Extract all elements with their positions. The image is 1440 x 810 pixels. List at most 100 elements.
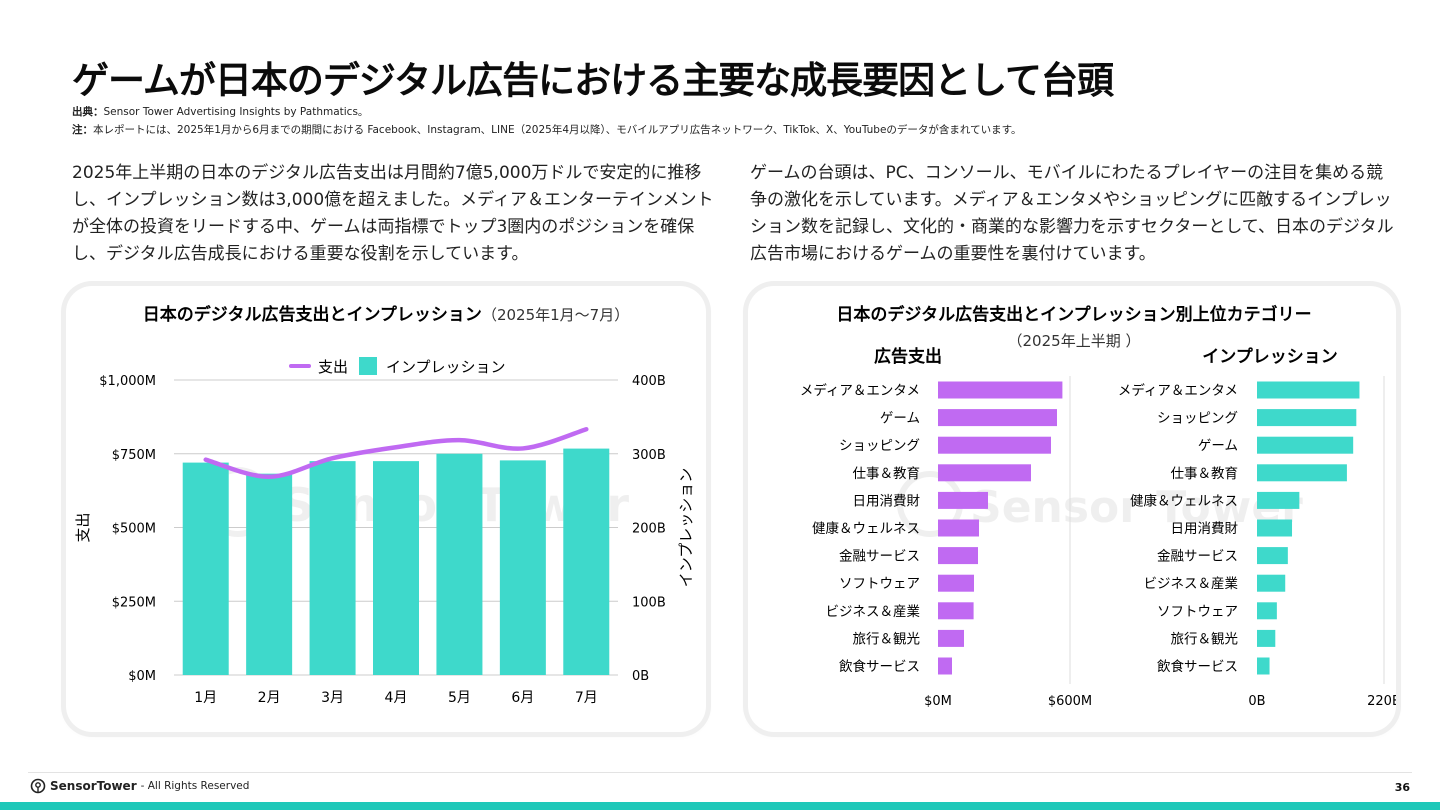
spend-category-label: 日用消費財 xyxy=(853,493,921,509)
y-tick-left: $1,000M xyxy=(99,374,156,389)
spend-bar xyxy=(938,602,974,620)
spend-category-label: 旅行＆観光 xyxy=(853,630,921,647)
note-label: 注： xyxy=(72,124,93,136)
impressions-category-label: 飲食サービス xyxy=(1157,658,1238,675)
spend-bar xyxy=(938,574,974,592)
impressions-bar xyxy=(182,462,229,675)
impressions-bar xyxy=(1257,409,1357,427)
x-tick-label: 1月 xyxy=(194,690,217,706)
watermark-text: Sensor Tower xyxy=(970,482,1303,533)
impressions-category-label: 日用消費財 xyxy=(1171,521,1239,537)
spend-bar xyxy=(938,519,979,537)
x-tick-label: 3月 xyxy=(321,690,344,706)
note-line: 注：本レポートには、2025年1月から6月までの期間における Facebook、… xyxy=(72,122,1022,137)
spend-category-label: ビジネス＆産業 xyxy=(826,604,921,620)
impressions-bar xyxy=(1257,547,1288,565)
x-tick-label: 7月 xyxy=(575,690,598,706)
chart-title: 日本のデジタル広告支出とインプレッション（2025年1月〜7月） xyxy=(143,304,629,325)
y-tick-right: 0B xyxy=(632,669,649,684)
y-axis-title-left: 支出 xyxy=(74,512,92,542)
impressions-bar xyxy=(1257,602,1277,620)
spend-bar xyxy=(938,436,1051,454)
impressions-bar xyxy=(1257,657,1270,675)
summary-paragraph-right: ゲームの台頭は、PC、コンソール、モバイルにわたるプレイヤーの注目を集める競争の… xyxy=(750,163,1394,264)
impressions-category-label: 健康＆ウェルネス xyxy=(1130,492,1238,509)
top-categories-chart: Sensor Tower 日本のデジタル広告支出とインプレッション別上位カテゴリー… xyxy=(800,304,1401,709)
legend-impressions-swatch xyxy=(359,357,377,375)
impressions-bar xyxy=(563,448,610,675)
spend-line xyxy=(203,427,589,480)
impressions-category-label: ショッピング xyxy=(1157,411,1238,427)
source-text: Sensor Tower Advertising Insights by Pat… xyxy=(103,106,369,118)
spend-category-label: 飲食サービス xyxy=(839,658,920,675)
spend-category-label: ショッピング xyxy=(839,438,920,454)
spend-category-label: ゲーム xyxy=(880,411,920,427)
impressions-bar xyxy=(1257,574,1286,592)
footer-brand: SensorTower - All Rights Reserved xyxy=(30,778,249,794)
y-tick-left: $750M xyxy=(112,448,156,463)
impressions-category-label: 旅行＆観光 xyxy=(1171,630,1239,647)
spend-category-label: 健康＆ウェルネス xyxy=(812,520,920,537)
source-label: 出典： xyxy=(72,106,104,118)
top-categories-chart-panel: Sensor Tower 日本のデジタル広告支出とインプレッション別上位カテゴリー… xyxy=(748,286,1401,732)
spend-bar xyxy=(938,409,1057,427)
spend-bar xyxy=(938,657,952,675)
impressions-x-tick-max: 220B xyxy=(1367,694,1396,709)
bottom-accent-bar xyxy=(0,802,1440,810)
impressions-bar xyxy=(309,461,356,675)
impressions-bar xyxy=(436,453,483,675)
chart-subtitle: （2025年上半期 ） xyxy=(1008,332,1141,350)
x-tick-label: 2月 xyxy=(258,690,281,706)
x-tick-label: 6月 xyxy=(511,690,534,706)
watermark: Sensor Tower xyxy=(897,471,1303,537)
impressions-bar xyxy=(1257,464,1347,482)
impressions-bar xyxy=(1257,436,1354,454)
impressions-bar xyxy=(499,460,546,675)
spend-x-tick-min: $0M xyxy=(924,694,952,709)
y-tick-left: $250M xyxy=(112,595,156,610)
source-line: 出典：Sensor Tower Advertising Insights by … xyxy=(72,104,368,119)
spend-category-label: メディア＆エンタメ xyxy=(800,382,920,399)
chart-title-main: 日本のデジタル広告支出とインプレッション xyxy=(143,304,482,325)
impressions-panel-heading: インプレッション xyxy=(1202,346,1338,367)
impressions-category-label: 仕事＆教育 xyxy=(1171,466,1239,482)
note-text: 本レポートには、2025年1月から6月までの期間における Facebook、In… xyxy=(93,124,1022,136)
y-tick-right: 400B xyxy=(632,374,666,389)
impressions-category-label: ビジネス＆産業 xyxy=(1144,576,1239,592)
y-tick-right: 100B xyxy=(632,595,666,610)
spend-category-label: 金融サービス xyxy=(839,549,920,565)
impressions-bar xyxy=(1257,519,1293,537)
spend-x-tick-max: $600M xyxy=(1048,694,1092,709)
page-title: ゲームが日本のデジタル広告における主要な成長要因として台頭 xyxy=(72,59,1114,102)
impressions-category-label: ゲーム xyxy=(1198,438,1238,454)
x-tick-label: 5月 xyxy=(448,690,471,706)
legend-impressions-label: インプレッション xyxy=(386,358,506,376)
impressions-bar xyxy=(373,461,419,675)
page-number: 36 xyxy=(1394,781,1410,794)
impressions-category-label: 金融サービス xyxy=(1157,549,1238,565)
impressions-x-tick-min: 0B xyxy=(1248,694,1265,709)
impressions-category-label: メディア＆エンタメ xyxy=(1118,382,1238,399)
sensor-tower-logo-icon xyxy=(30,778,46,794)
spend-bar xyxy=(938,381,1063,399)
monthly-spend-chart-panel: Sensor Tower 日本のデジタル広告支出とインプレッション（2025年1月… xyxy=(66,286,706,732)
monthly-spend-impressions-chart: Sensor Tower日本のデジタル広告支出とインプレッション（2025年1月… xyxy=(74,304,695,706)
x-tick-label: 4月 xyxy=(385,690,408,706)
legend-spend-label: 支出 xyxy=(318,358,348,376)
impressions-bar xyxy=(1257,629,1276,647)
impressions-bar xyxy=(1257,491,1300,509)
spend-bar xyxy=(938,464,1031,482)
y-tick-right: 300B xyxy=(632,448,666,463)
summary-paragraph-left: 2025年上半期の日本のデジタル広告支出は月間約7億5,000万ドルで安定的に推… xyxy=(72,163,714,264)
spend-category-label: ソフトウェア xyxy=(839,576,920,592)
spend-bar xyxy=(938,547,978,565)
y-tick-left: $500M xyxy=(112,522,156,537)
spend-bar xyxy=(938,491,988,509)
chart-title-suffix: （2025年1月〜7月） xyxy=(482,306,629,324)
impressions-bar xyxy=(246,473,293,675)
chart-title: 日本のデジタル広告支出とインプレッション別上位カテゴリー xyxy=(836,304,1311,325)
spend-panel-heading: 広告支出 xyxy=(874,346,942,367)
y-tick-left: $0M xyxy=(128,669,156,684)
spend-bar xyxy=(938,629,964,647)
footer-divider xyxy=(28,772,1412,773)
